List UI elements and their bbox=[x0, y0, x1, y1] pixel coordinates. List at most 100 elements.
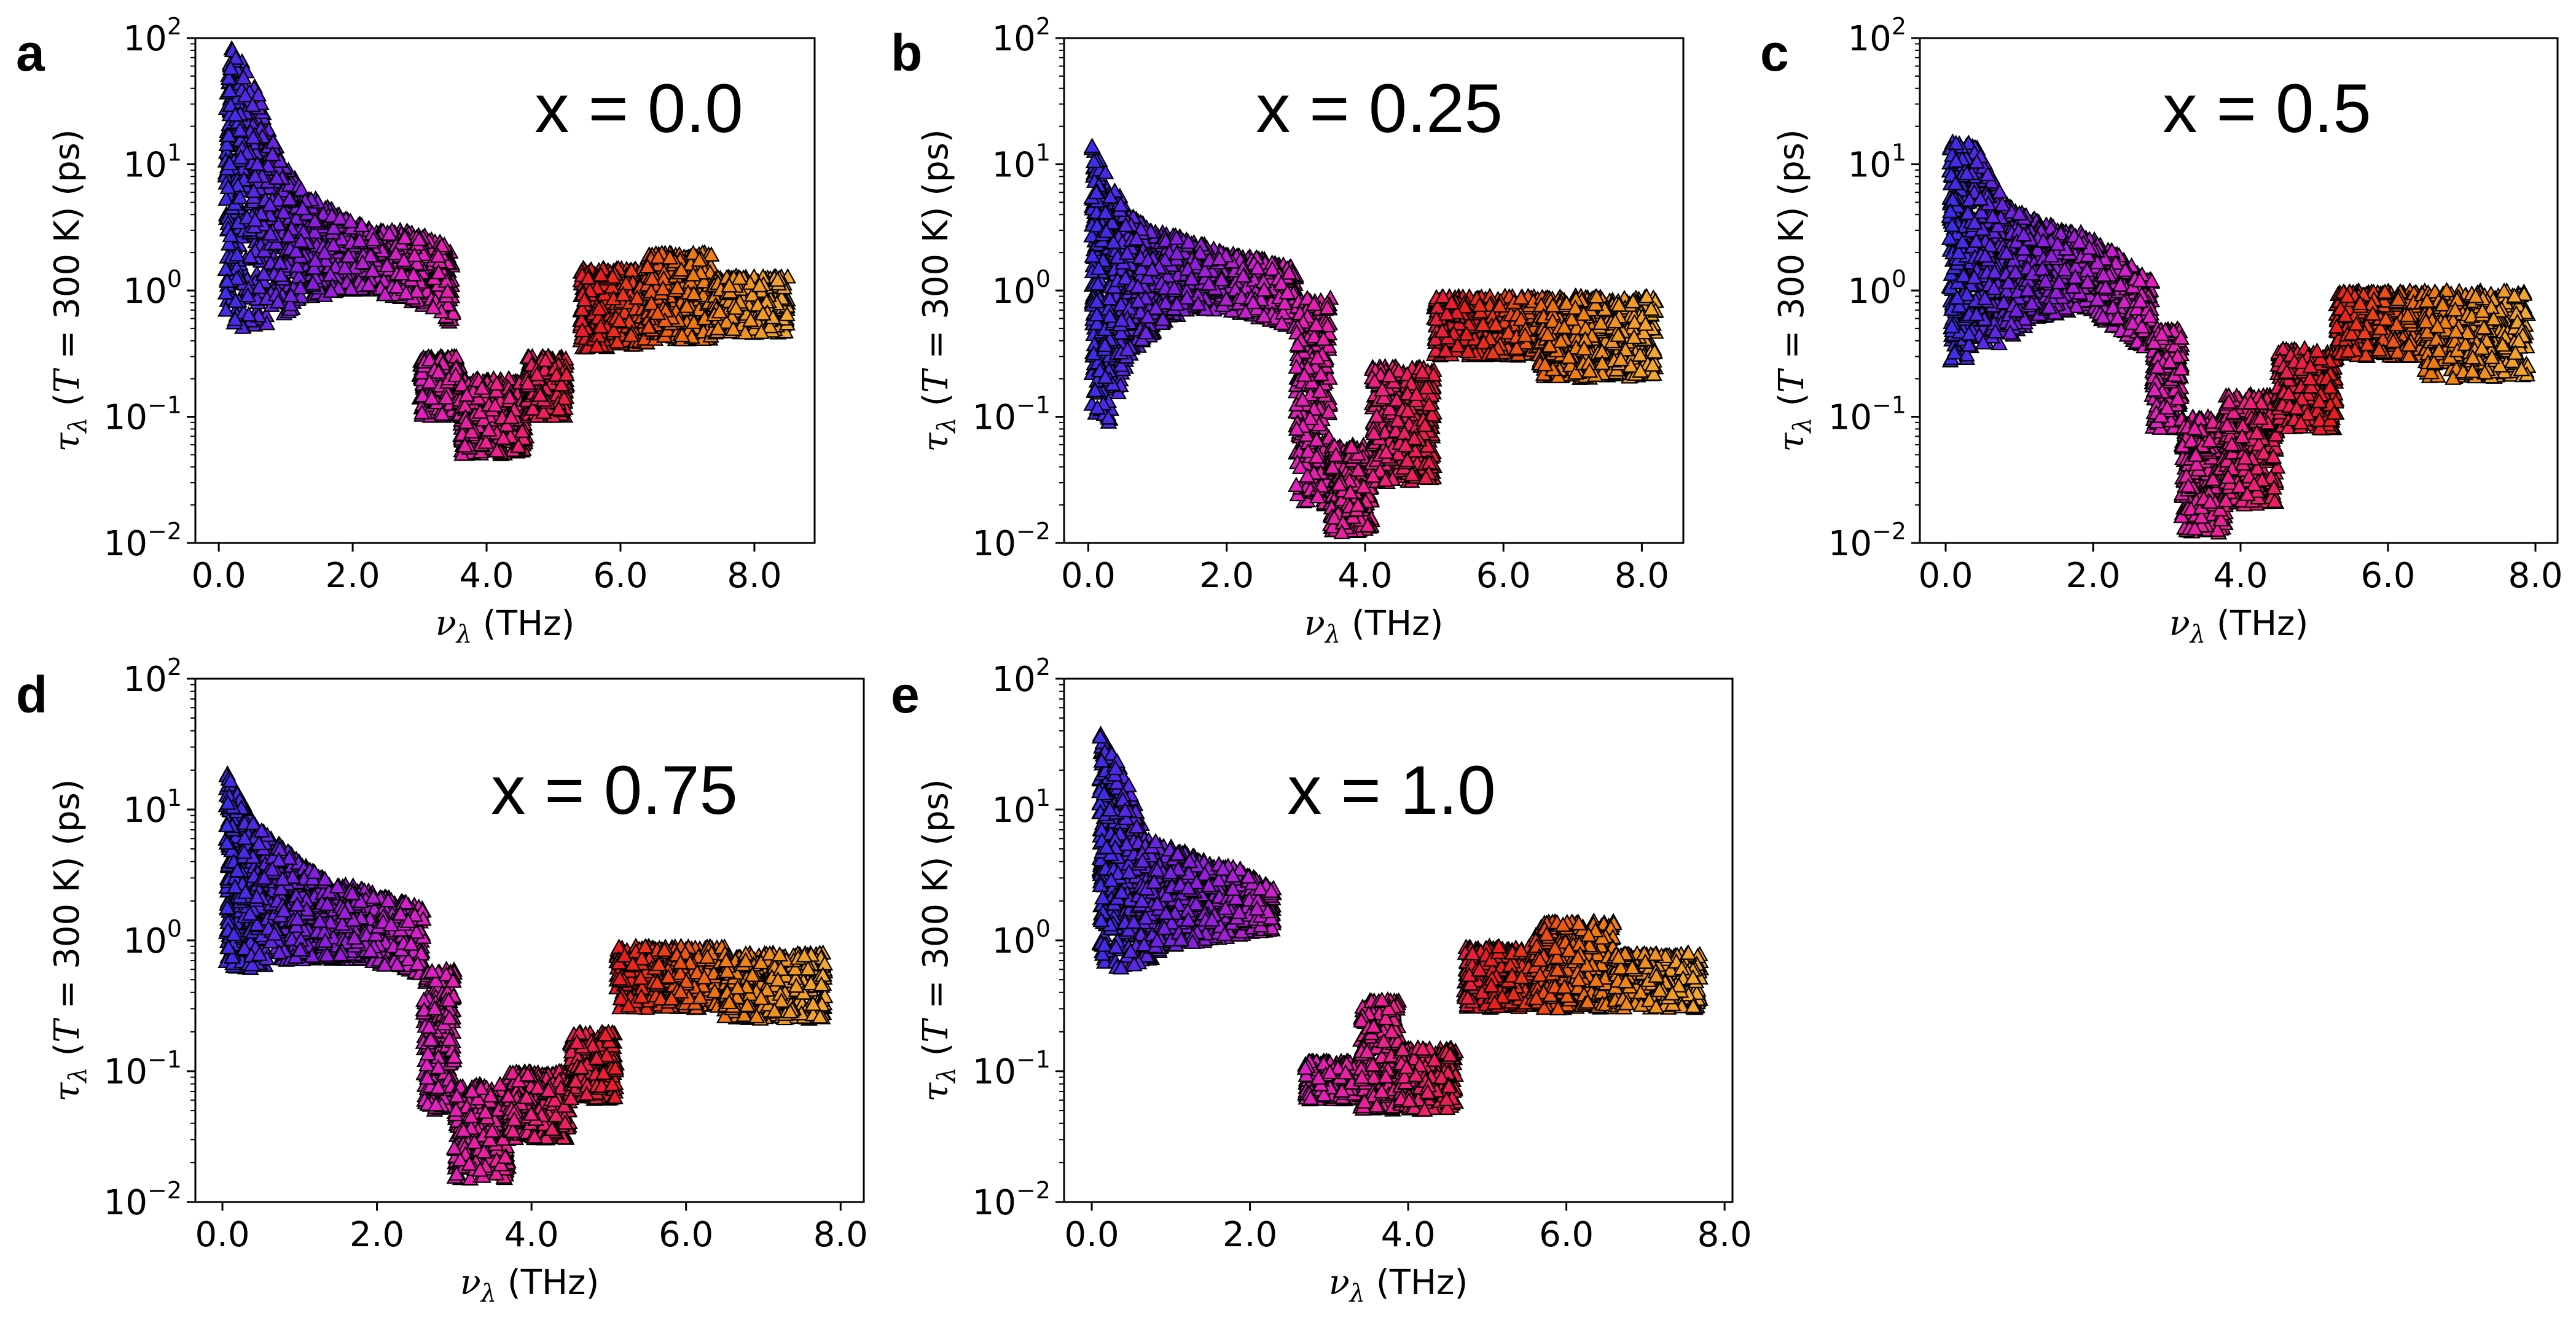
data-point bbox=[395, 251, 413, 267]
data-point bbox=[307, 252, 324, 267]
data-point bbox=[421, 373, 439, 389]
data-point bbox=[410, 230, 428, 246]
data-point bbox=[272, 266, 289, 282]
data-point bbox=[331, 209, 349, 225]
data-point bbox=[365, 231, 382, 247]
data-point bbox=[288, 242, 305, 258]
data-point bbox=[292, 181, 310, 197]
data-point bbox=[282, 287, 300, 303]
data-point bbox=[264, 146, 281, 162]
data-point bbox=[262, 225, 279, 241]
data-point bbox=[249, 86, 267, 102]
data-point bbox=[288, 209, 305, 225]
data-point bbox=[240, 306, 257, 322]
data-point bbox=[227, 106, 244, 122]
data-point bbox=[245, 182, 262, 198]
data-point bbox=[261, 196, 279, 212]
x-tick-label: 2.0 bbox=[326, 556, 380, 596]
data-point bbox=[222, 60, 240, 76]
data-point bbox=[405, 266, 423, 282]
data-point bbox=[429, 247, 447, 263]
data-point bbox=[324, 236, 342, 252]
data-point bbox=[227, 292, 245, 308]
data-point bbox=[222, 96, 240, 112]
data-point bbox=[217, 190, 235, 206]
data-point bbox=[433, 405, 451, 421]
x-tick-label: 0.0 bbox=[192, 556, 246, 596]
data-point bbox=[336, 259, 354, 275]
data-point bbox=[362, 247, 380, 263]
data-point bbox=[222, 227, 240, 243]
data-point bbox=[226, 311, 244, 326]
data-point bbox=[219, 179, 237, 194]
data-point bbox=[269, 293, 287, 309]
data-point bbox=[340, 248, 358, 263]
data-point bbox=[321, 266, 339, 282]
data-point bbox=[393, 265, 410, 281]
x-tick-label: 4.0 bbox=[460, 556, 514, 596]
data-point bbox=[220, 127, 238, 142]
data-point bbox=[305, 259, 323, 275]
data-point bbox=[228, 270, 246, 286]
y-tick-label: 102 bbox=[123, 13, 182, 59]
data-point bbox=[388, 278, 405, 294]
data-point bbox=[280, 227, 297, 243]
data-point bbox=[246, 167, 264, 183]
data-point bbox=[288, 257, 306, 273]
data-point bbox=[325, 219, 342, 235]
data-point bbox=[413, 404, 431, 420]
data-point bbox=[342, 279, 359, 295]
data-point bbox=[354, 254, 372, 270]
data-point bbox=[220, 235, 238, 251]
y-tick-label: 10−1 bbox=[104, 392, 182, 438]
data-point bbox=[268, 169, 286, 185]
data-point bbox=[408, 255, 426, 271]
x-tick-label: 8.0 bbox=[727, 556, 781, 596]
data-point bbox=[396, 228, 413, 244]
data-point bbox=[218, 272, 236, 288]
data-point bbox=[245, 128, 262, 144]
data-point bbox=[294, 200, 311, 216]
data-point bbox=[413, 387, 431, 403]
data-point bbox=[421, 351, 439, 367]
data-point bbox=[235, 69, 253, 85]
scatter-points bbox=[217, 40, 797, 461]
data-point bbox=[439, 295, 456, 311]
data-point bbox=[378, 257, 396, 273]
data-point bbox=[270, 191, 288, 207]
data-point bbox=[217, 284, 235, 300]
y-tick-label: 101 bbox=[123, 139, 182, 185]
data-point bbox=[351, 232, 369, 248]
data-point bbox=[246, 211, 264, 227]
data-point bbox=[251, 278, 268, 294]
data-point bbox=[376, 286, 394, 302]
data-point bbox=[380, 225, 398, 241]
data-point bbox=[217, 301, 235, 317]
x-tick-label: 6.0 bbox=[593, 556, 648, 596]
scatter-points bbox=[1083, 138, 1664, 539]
data-point bbox=[281, 295, 299, 311]
data-point bbox=[317, 251, 335, 267]
data-point bbox=[304, 275, 322, 291]
data-point bbox=[342, 213, 359, 228]
data-point bbox=[221, 82, 238, 98]
data-point bbox=[231, 189, 249, 205]
data-point bbox=[397, 284, 415, 300]
data-point bbox=[316, 244, 334, 260]
data-point bbox=[228, 246, 246, 262]
data-point bbox=[237, 87, 254, 103]
data-point bbox=[281, 190, 299, 206]
data-point bbox=[232, 149, 249, 165]
data-point bbox=[229, 177, 247, 193]
data-point bbox=[255, 265, 273, 281]
data-point bbox=[241, 248, 259, 264]
y-tick-label: 100 bbox=[123, 265, 182, 311]
data-point bbox=[444, 304, 462, 320]
data-point bbox=[1083, 138, 1101, 154]
y-axis-label: τλ (T = 300 K) (ps) bbox=[47, 129, 92, 451]
data-point bbox=[408, 283, 426, 299]
data-point bbox=[244, 96, 262, 112]
